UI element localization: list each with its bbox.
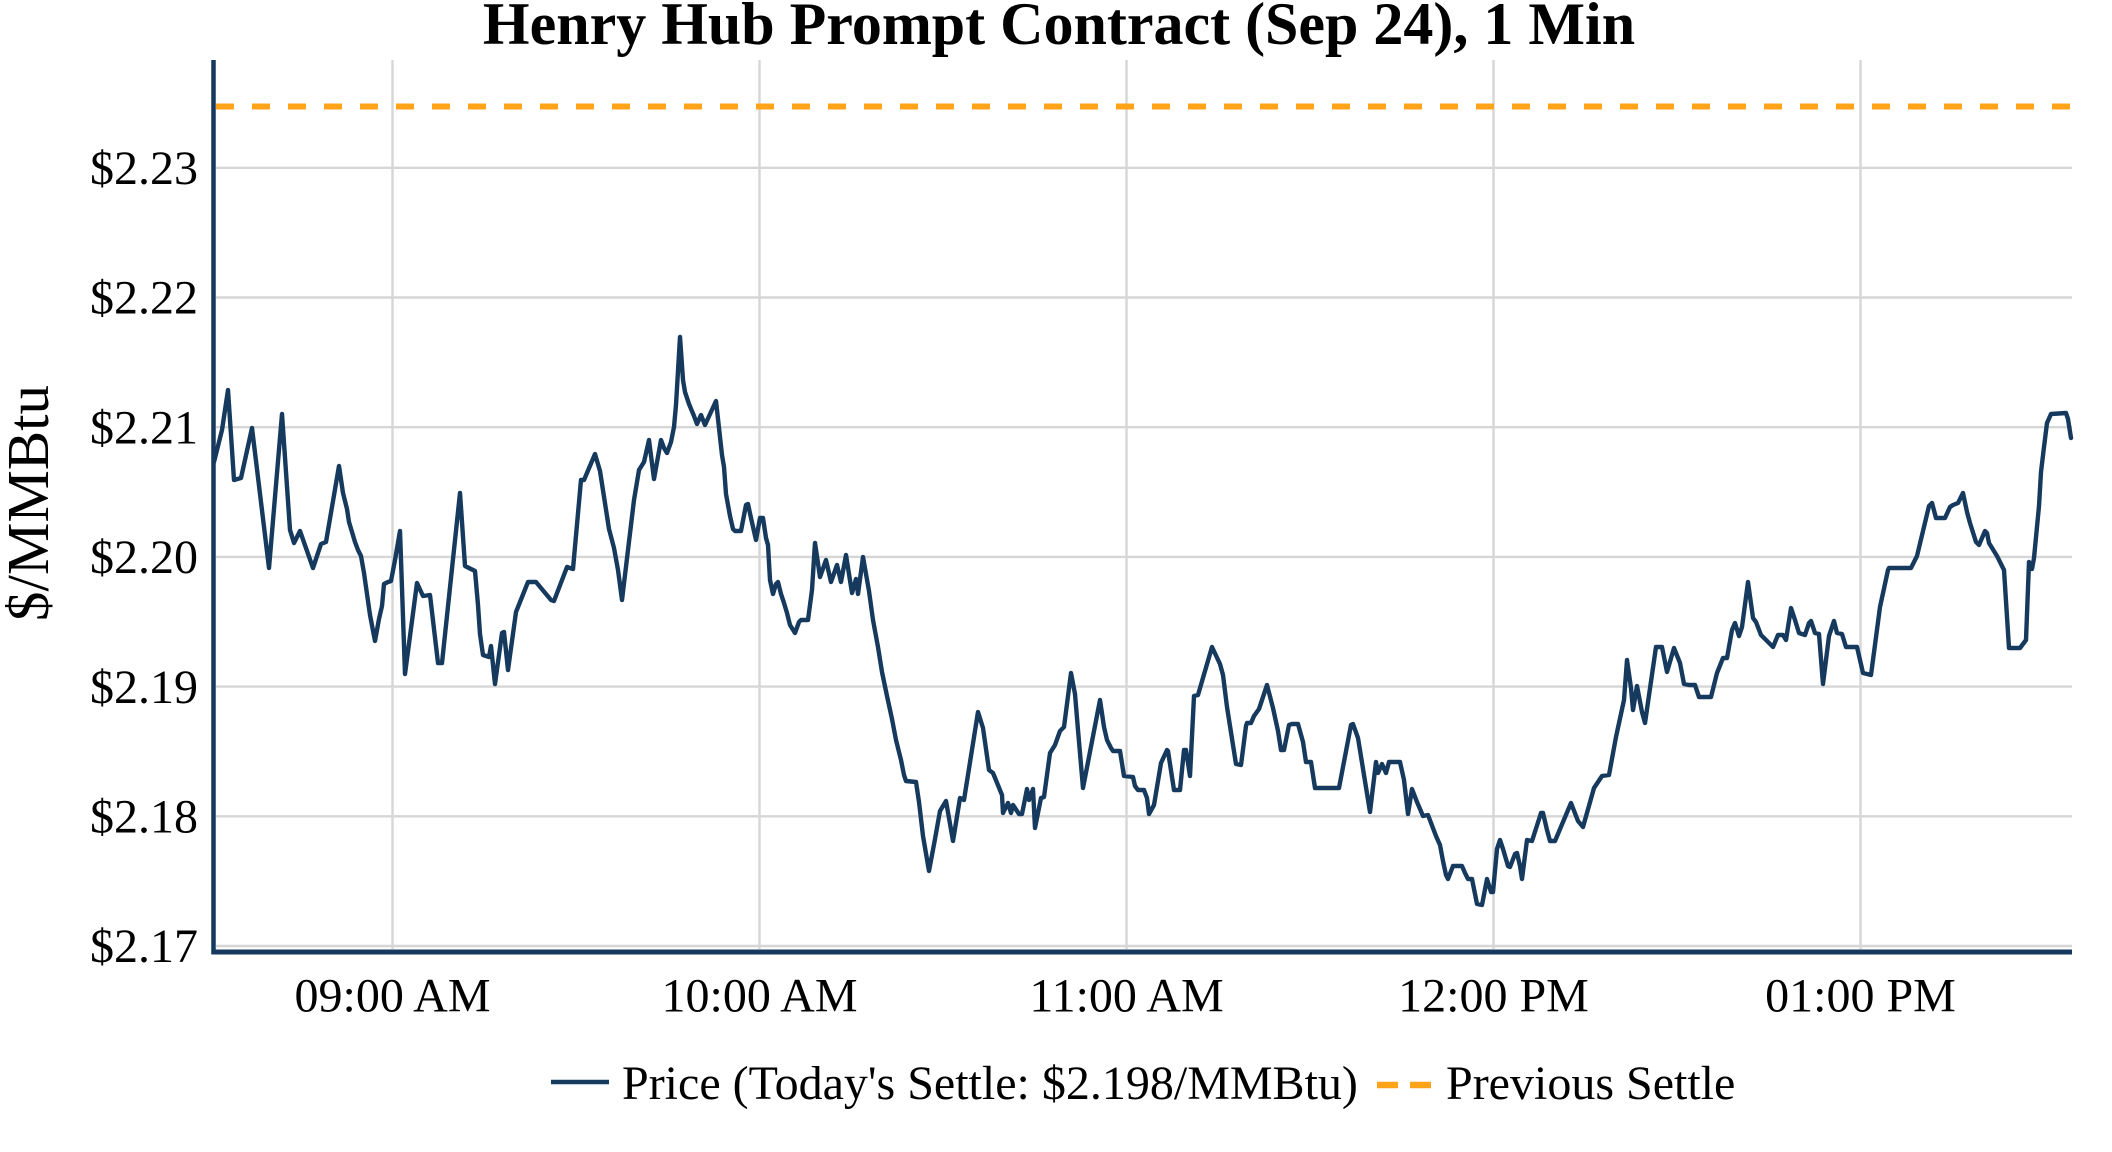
svg-text:Henry Hub Prompt Contract (Sep: Henry Hub Prompt Contract (Sep 24), 1 Mi… <box>483 0 1635 57</box>
svg-text:$2.17: $2.17 <box>90 920 198 973</box>
svg-text:$2.20: $2.20 <box>90 531 198 584</box>
svg-text:$2.18: $2.18 <box>90 791 198 844</box>
svg-text:10:00 AM: 10:00 AM <box>661 970 857 1023</box>
svg-text:11:00 AM: 11:00 AM <box>1029 970 1223 1023</box>
svg-text:$2.23: $2.23 <box>90 142 198 195</box>
svg-text:Price (Today's Settle: $2.198/: Price (Today's Settle: $2.198/MMBtu) <box>622 1057 1358 1110</box>
svg-text:$2.19: $2.19 <box>90 661 198 714</box>
svg-text:09:00 AM: 09:00 AM <box>294 970 490 1023</box>
svg-text:$/MMBtu: $/MMBtu <box>0 385 61 621</box>
svg-text:$2.22: $2.22 <box>90 272 198 325</box>
svg-text:$2.21: $2.21 <box>90 401 198 454</box>
svg-text:01:00 PM: 01:00 PM <box>1765 970 1956 1023</box>
svg-text:Previous Settle: Previous Settle <box>1446 1057 1735 1110</box>
svg-text:12:00 PM: 12:00 PM <box>1398 970 1589 1023</box>
